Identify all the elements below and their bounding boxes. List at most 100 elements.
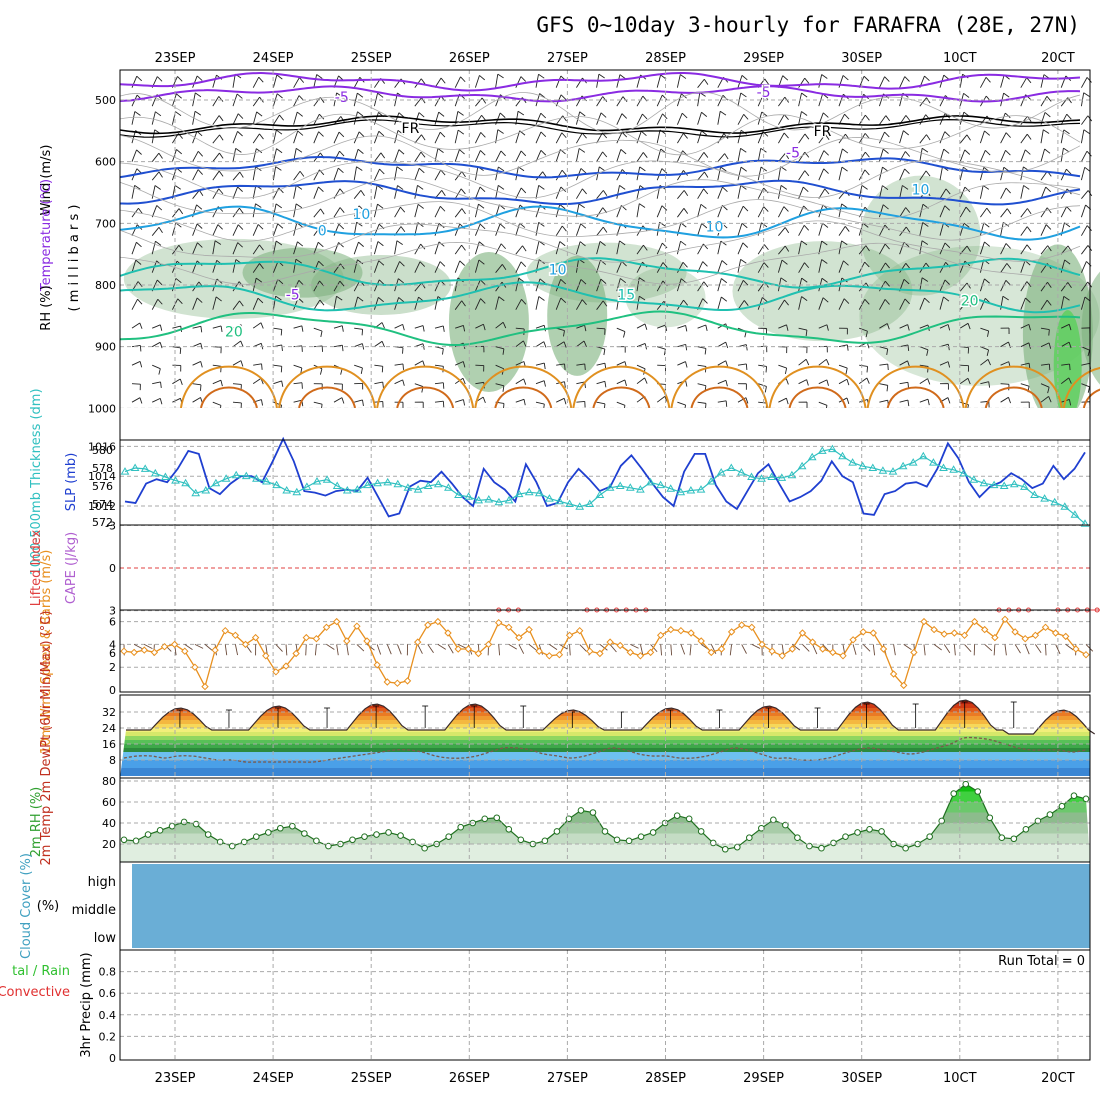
wind-barb [636, 95, 644, 107]
wind-barb [333, 224, 340, 236]
wind-barb-flag [882, 185, 889, 190]
wind-barb [353, 131, 360, 144]
temp2m-panel: 2m Temp 2m DewPt (6hr Min/Max) (°C) [39, 611, 54, 866]
wind-barb [1040, 327, 1050, 331]
wind-barb [272, 260, 279, 273]
wind-barb [616, 401, 626, 406]
rh2m-marker [794, 834, 801, 842]
wind-barb-flag [479, 75, 486, 81]
wind-barb-flag [399, 261, 405, 267]
date-label-bottom: 30SEP [841, 1071, 882, 1086]
wind-barb [151, 129, 156, 144]
wind-barb [777, 259, 783, 273]
wind-barb-flag [864, 133, 870, 139]
wind-barb-flag [540, 131, 547, 137]
thickness-marker [585, 499, 595, 507]
wind-barb [979, 150, 986, 162]
wind-barb-flag [497, 73, 504, 79]
wind-barb-flag [905, 263, 911, 269]
thickness-marker [676, 487, 686, 496]
wind-barb-flag [579, 111, 586, 117]
wind-barb-flag [984, 241, 991, 247]
wind-barb [272, 74, 278, 88]
wind-barb [172, 378, 181, 385]
wind-barb [414, 325, 424, 329]
wind-barb-flag [279, 114, 284, 121]
wind-barb [656, 300, 665, 310]
wind-barb-flag [499, 112, 506, 118]
wind10m-barb [508, 644, 517, 650]
wind-barb-flag [947, 361, 951, 368]
wind-barb [212, 260, 218, 273]
wind-barb [535, 278, 541, 292]
wind-barb-flag [600, 112, 607, 118]
wind-barb [1040, 96, 1048, 107]
wind-barb [737, 242, 744, 255]
wind-barb-flag [1026, 226, 1032, 233]
wind-barb [636, 203, 640, 218]
wind-barb [616, 296, 620, 310]
upper-air-panel: Wind (m/s) Temperature (°C) RH (%) ( m i… [39, 145, 82, 331]
wind-barb-flag [944, 242, 951, 249]
wind-barb-flag [196, 223, 203, 229]
wind-barb-flag [720, 166, 727, 172]
wind-barb-flag [801, 111, 808, 116]
wind-barb-flag [339, 207, 345, 213]
wind-barb [959, 167, 964, 181]
wind-barb-flag [1086, 77, 1092, 83]
wind-barb [293, 222, 298, 236]
wind-barb-flag [1006, 208, 1012, 215]
wind-barb-flag [520, 150, 527, 157]
wind-barb-flag [841, 203, 848, 209]
wind-barb [152, 381, 161, 385]
wind-barb [676, 93, 682, 107]
wind10m-marker [181, 647, 189, 655]
wind-barb-flag [137, 281, 143, 287]
wind-barb [293, 364, 302, 369]
wind-barb [1020, 297, 1026, 310]
isotherm-label: 10 [352, 207, 370, 223]
wind-barb [919, 240, 923, 255]
wind10m-barb [670, 644, 673, 656]
wind-barb [596, 112, 602, 125]
wind-barb-flag [864, 261, 870, 268]
wind-barb-flag [520, 76, 527, 82]
wind-barb-flag [824, 188, 830, 195]
thickness-marker [646, 477, 655, 486]
wind-barb-flag [921, 277, 929, 282]
wind-barb-flag [844, 226, 850, 232]
wind-barb [838, 364, 848, 369]
thickness-marker [949, 465, 958, 473]
wind-barb-flag [887, 363, 889, 371]
wind-barb [798, 77, 806, 88]
wind-barb-flag [418, 167, 425, 174]
wind-barb-flag [926, 349, 929, 356]
wind-barb-flag [297, 130, 304, 136]
rh-band [120, 791, 1090, 802]
wind-barb-flag [703, 188, 709, 195]
wind-barb [434, 261, 441, 273]
wind-barb-flag [200, 343, 203, 350]
wind-barb [374, 340, 383, 348]
wind-barb [394, 112, 400, 125]
wind-barb-flag [826, 359, 830, 366]
wind-barb-flag [257, 224, 264, 230]
wind-barb-flag [380, 152, 386, 159]
wind-barb-flag [801, 296, 808, 301]
thickness-marker [524, 487, 534, 496]
wind10m-marker [869, 629, 878, 637]
wind-barb-flag [378, 279, 385, 285]
wind-barb-flag [400, 206, 406, 213]
wind-barb [959, 300, 968, 310]
thickness-marker [747, 472, 756, 480]
wind-barb-flag [741, 75, 748, 81]
wind-barb-flag [259, 133, 264, 140]
slp-series-line [124, 436, 1086, 518]
wind-barb-flag [902, 185, 909, 190]
wind-barb-flag [218, 170, 224, 177]
wind-barb [697, 152, 705, 162]
wind-barb [919, 170, 927, 181]
wind-barb-flag [702, 261, 708, 267]
wind-barb-flag [685, 380, 688, 387]
wind10m-marker [312, 634, 321, 643]
